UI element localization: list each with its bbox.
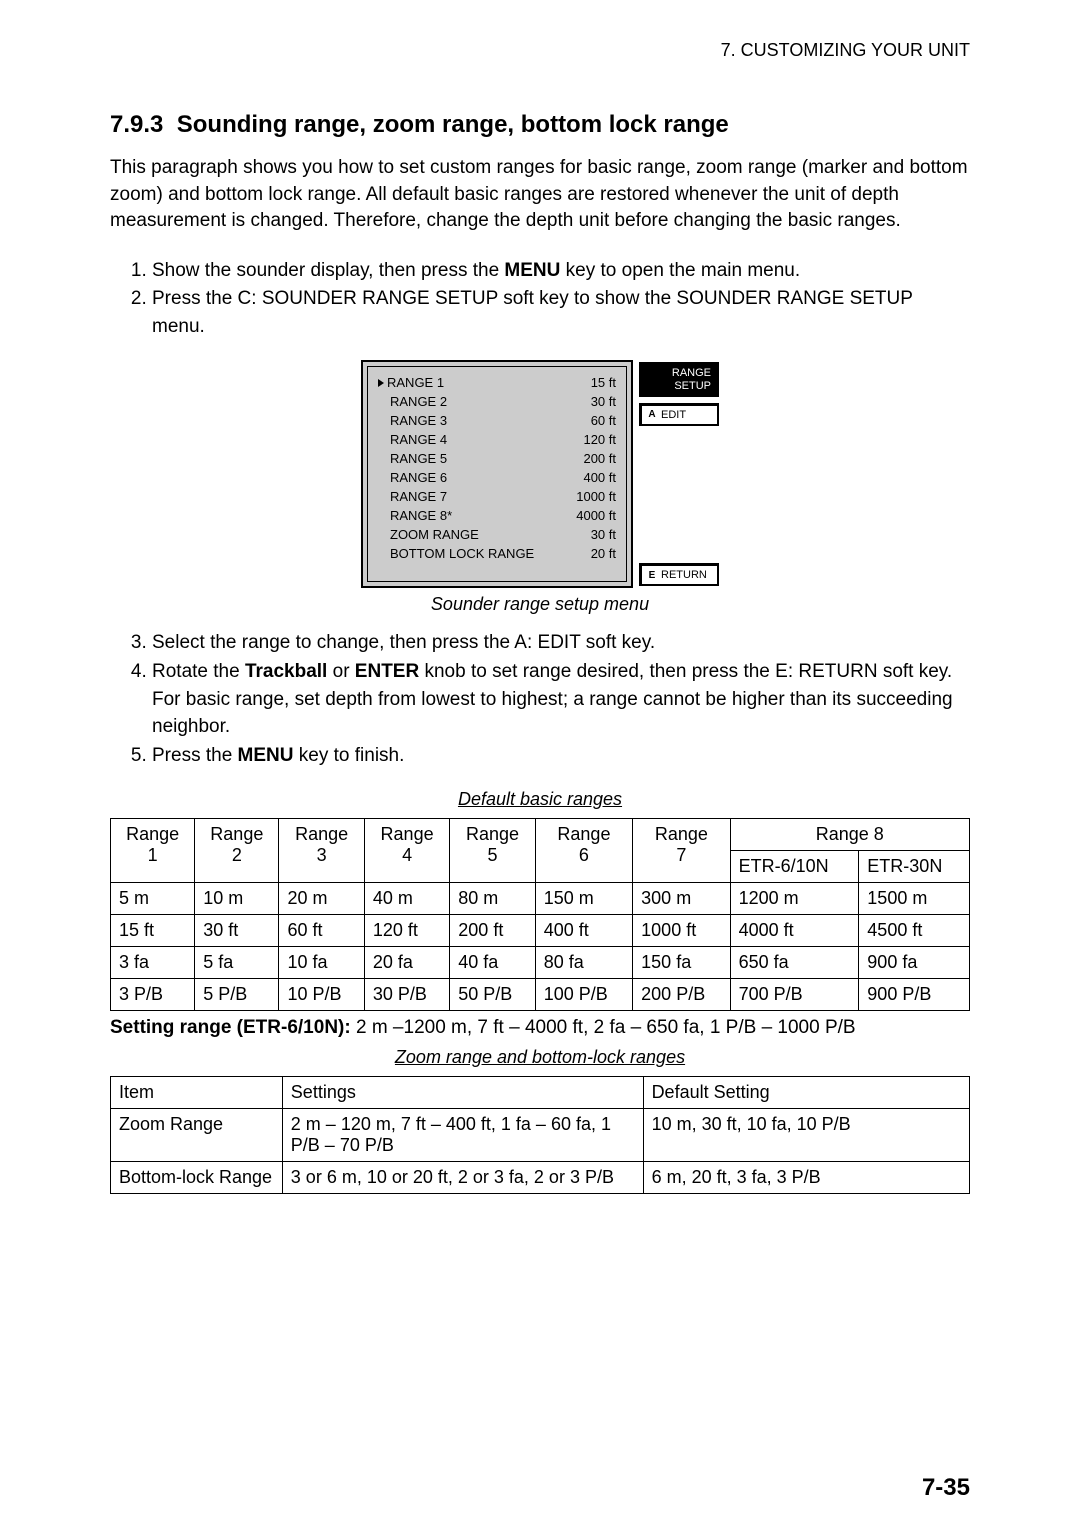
table-row: 5 m10 m20 m40 m80 m150 m300 m1200 m1500 … bbox=[111, 883, 970, 915]
menu-row: RANGE 5200 ft bbox=[378, 449, 616, 468]
menu-row: RANGE 6400 ft bbox=[378, 468, 616, 487]
step-1: Show the sounder display, then press the… bbox=[152, 257, 970, 285]
table-row: 3 fa5 fa10 fa20 fa40 fa80 fa150 fa650 fa… bbox=[111, 947, 970, 979]
step-3: Select the range to change, then press t… bbox=[152, 629, 970, 657]
table-row: 15 ft30 ft60 ft120 ft200 ft400 ft1000 ft… bbox=[111, 915, 970, 947]
intro-paragraph: This paragraph shows you how to set cust… bbox=[110, 155, 970, 235]
page-number: 7-35 bbox=[922, 1474, 970, 1502]
pointer-icon bbox=[378, 379, 384, 387]
table-row: Bottom-lock Range3 or 6 m, 10 or 20 ft, … bbox=[111, 1162, 970, 1194]
step-4: Rotate the Trackball or ENTER knob to se… bbox=[152, 658, 970, 741]
menu-row: ZOOM RANGE30 ft bbox=[378, 525, 616, 544]
steps-bottom: Select the range to change, then press t… bbox=[110, 629, 970, 769]
menu-row: RANGE 71000 ft bbox=[378, 487, 616, 506]
table2-caption: Zoom range and bottom-lock ranges bbox=[110, 1047, 970, 1068]
page-header: 7. CUSTOMIZING YOUR UNIT bbox=[110, 40, 970, 61]
default-ranges-table: Range1Range2Range3Range4Range5Range6Rang… bbox=[110, 818, 970, 1011]
menu-panel: RANGE 115 ftRANGE 230 ftRANGE 360 ftRANG… bbox=[361, 360, 633, 588]
setting-range-note: Setting range (ETR-6/10N): 2 m –1200 m, … bbox=[110, 1017, 970, 1039]
step-5: Press the MENU key to finish. bbox=[152, 742, 970, 770]
softkey-range-setup: RANGE SETUP bbox=[639, 362, 719, 396]
menu-diagram: RANGE 115 ftRANGE 230 ftRANGE 360 ftRANG… bbox=[110, 360, 970, 588]
menu-row: RANGE 230 ft bbox=[378, 392, 616, 411]
softkey-return: ERETURN bbox=[639, 563, 719, 586]
menu-row: RANGE 8*4000 ft bbox=[378, 506, 616, 525]
menu-row: BOTTOM LOCK RANGE20 ft bbox=[378, 544, 616, 563]
table1-caption: Default basic ranges bbox=[110, 789, 970, 810]
softkey-column: RANGE SETUP AEDIT ERETURN bbox=[639, 360, 719, 588]
table-row: Zoom Range2 m – 120 m, 7 ft – 400 ft, 1 … bbox=[111, 1109, 970, 1162]
zoom-bottomlock-table: ItemSettingsDefault SettingZoom Range2 m… bbox=[110, 1076, 970, 1194]
steps-top: Show the sounder display, then press the… bbox=[110, 257, 970, 341]
section-title: Sounding range, zoom range, bottom lock … bbox=[177, 111, 729, 138]
step-2: Press the C: SOUNDER RANGE SETUP soft ke… bbox=[152, 285, 970, 340]
menu-caption: Sounder range setup menu bbox=[110, 594, 970, 615]
menu-row: RANGE 115 ft bbox=[378, 373, 616, 392]
table-row: 3 P/B5 P/B10 P/B30 P/B50 P/B100 P/B200 P… bbox=[111, 979, 970, 1011]
section-number: 7.9.3 bbox=[110, 111, 163, 138]
section-heading: 7.9.3 Sounding range, zoom range, bottom… bbox=[110, 111, 970, 139]
menu-row: RANGE 360 ft bbox=[378, 411, 616, 430]
softkey-edit: AEDIT bbox=[639, 403, 719, 426]
menu-row: RANGE 4120 ft bbox=[378, 430, 616, 449]
